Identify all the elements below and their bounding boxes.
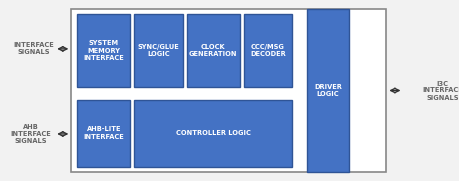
Text: AHB-LITE
INTERFACE: AHB-LITE INTERFACE — [83, 126, 124, 140]
Text: SYSTEM
MEMORY
INTERFACE: SYSTEM MEMORY INTERFACE — [83, 40, 124, 61]
Text: AHB
INTERFACE
SIGNALS: AHB INTERFACE SIGNALS — [10, 124, 50, 144]
Bar — [243, 14, 291, 87]
Bar — [186, 14, 239, 87]
Text: SYNC/GLUE
LOGIC: SYNC/GLUE LOGIC — [137, 44, 179, 57]
Bar — [71, 9, 386, 172]
Bar — [77, 14, 130, 87]
Text: DRIVER
LOGIC: DRIVER LOGIC — [313, 84, 341, 97]
Bar — [77, 100, 130, 167]
Text: CCC/MSG
DECODER: CCC/MSG DECODER — [250, 44, 285, 57]
Bar — [134, 14, 182, 87]
Text: I3C
INTERFACE
SIGNALS: I3C INTERFACE SIGNALS — [421, 81, 459, 100]
Bar — [307, 9, 348, 172]
Bar — [134, 100, 291, 167]
Text: CLOCK
GENERATION: CLOCK GENERATION — [189, 44, 237, 57]
Text: INTERFACE
SIGNALS: INTERFACE SIGNALS — [13, 42, 54, 55]
Text: CONTROLLER LOGIC: CONTROLLER LOGIC — [175, 130, 250, 136]
